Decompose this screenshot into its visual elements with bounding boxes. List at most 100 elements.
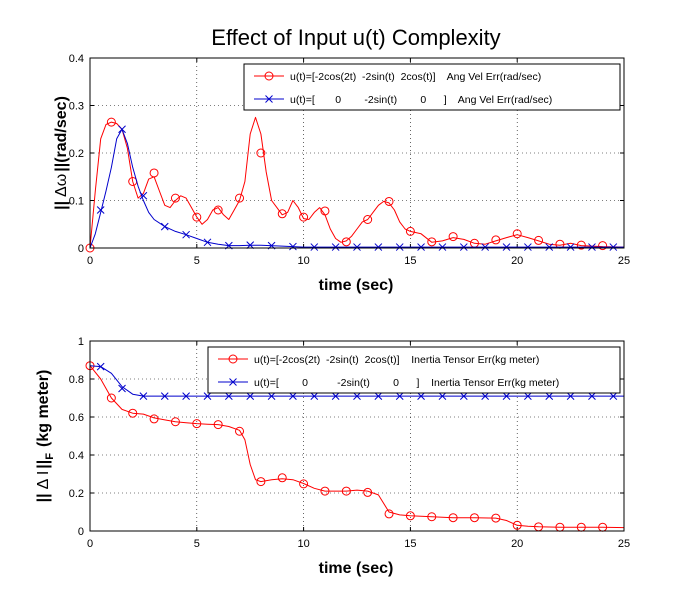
y-tick-label: 0 [78,243,84,255]
data-point-x [96,362,105,371]
data-point-circle [277,209,287,219]
y-tick-labels-top: 0 0.1 0.2 0.3 0.4 [69,53,84,255]
data-point-x [139,392,148,400]
legend-box-top [243,63,621,111]
legend-entry-bottom-1: u(t)=[-2cos(2t) -2sin(t) 2cos(t)] Inerti… [254,354,539,366]
data-point-x [417,243,425,251]
legend-marker-circle [264,71,274,81]
legend-entry-top-1: u(t)=[-2cos(2t) -2sin(t) 2cos(t)] Ang Ve… [290,71,541,83]
x-axis-label-top: time (sec) [319,277,394,294]
x-axis-label-bottom: time (sec) [319,560,394,577]
data-point-circle [299,212,309,222]
y-axis-label-bottom: ||Δ I||F(kg meter) [35,370,56,503]
x-tick-labels-bottom: 0 5 10 15 20 25 [87,538,630,550]
x-tick-label: 10 [297,538,309,550]
data-point-x [118,384,126,393]
data-point-circle [427,237,437,247]
data-point-x [246,241,255,250]
data-point-circle [320,486,330,496]
data-point-circle [512,229,522,239]
data-point-circle [405,511,415,521]
data-point-x [524,243,532,251]
series-line-2 [89,128,624,249]
x-tick-label: 15 [404,538,416,550]
chart-angular-velocity-error: 0 5 10 15 20 25 0 0.1 0.2 0.3 0.4 time (sec) ||Δω… [53,53,630,294]
y-tick-label: 0.2 [69,148,84,160]
data-point-x [588,243,596,251]
data-point-circle [341,486,351,496]
x-tick-label: 0 [87,538,93,550]
data-point-circle [213,205,223,215]
data-point-circle [235,193,245,203]
data-point-x [139,191,148,200]
data-point-circle [512,520,522,530]
data-point-x [502,243,511,251]
y-tick-label: 0 [78,526,84,538]
data-point-circle [427,512,437,522]
y-tick-label: 0.2 [69,488,84,500]
data-point-x [524,392,532,400]
data-point-circle [384,509,394,519]
data-point-circle [448,232,458,242]
data-point-x [96,206,105,214]
plot-frame-top [89,57,625,249]
data-point-x [203,392,212,400]
series-line-1 [89,116,625,249]
series-group-bottom [85,361,625,532]
data-point-circle [491,513,501,523]
plot-frame-bottom [89,340,625,532]
data-point-x [160,392,169,400]
y-tick-label: 1 [78,336,84,348]
series-line-2 [89,365,624,397]
data-point-x [224,392,233,400]
x-tick-label: 20 [511,255,523,267]
data-point-x [438,392,447,400]
data-point-x [182,392,190,400]
data-point-x [289,242,297,251]
x-tick-label: 5 [194,255,200,267]
x-tick-label: 10 [297,255,309,267]
data-point-x [438,243,447,251]
data-point-circle [170,193,180,203]
data-point-x [374,392,383,400]
data-point-circle [256,477,266,487]
data-point-x [267,392,276,400]
y-axis-label-top: ||Δω||(rad/sec) [53,96,70,210]
data-point-x [160,222,169,231]
legend-bottom: u(t)=[-2cos(2t) -2sin(t) 2cos(t)] Inerti… [207,346,621,394]
y-tick-label: 0.3 [69,101,84,113]
data-point-circle [405,226,415,236]
legend-marker-x [265,95,273,103]
data-point-circle [576,240,586,250]
data-point-circle [534,235,544,245]
data-point-x [374,243,383,251]
data-point-x [481,243,490,251]
data-point-x [545,392,554,400]
x-tick-label: 5 [194,538,200,550]
data-point-x [203,238,212,247]
x-tick-label: 25 [618,538,630,550]
data-point-circle [363,487,373,497]
data-point-x [481,392,490,400]
data-point-x [545,243,554,251]
series-line-1 [89,365,625,529]
data-point-circle [384,196,394,206]
data-point-x [609,392,618,400]
data-point-x [331,392,340,400]
data-point-circle [299,479,309,489]
data-point-x [353,392,361,400]
x-tick-label: 20 [511,538,523,550]
y-tick-label: 0.4 [69,450,84,462]
data-point-circle [277,473,287,483]
data-point-circle [320,206,330,216]
data-point-circle [363,215,373,224]
x-tick-label: 15 [404,255,416,267]
x-tick-label: 25 [618,255,630,267]
data-point-circle [235,426,245,436]
data-point-circle [106,393,116,403]
legend-entry-top-2: u(t)=[ 0 -2sin(t) 0 ] Ang Vel Err(rad/se… [290,94,552,106]
data-point-circle [128,408,138,418]
legend-marker-x [229,378,237,386]
chart-inertia-tensor-error: 0 5 10 15 20 25 0 0.2 0.4 0.6 0.8 1 time (sec) ||Δ… [35,336,630,577]
